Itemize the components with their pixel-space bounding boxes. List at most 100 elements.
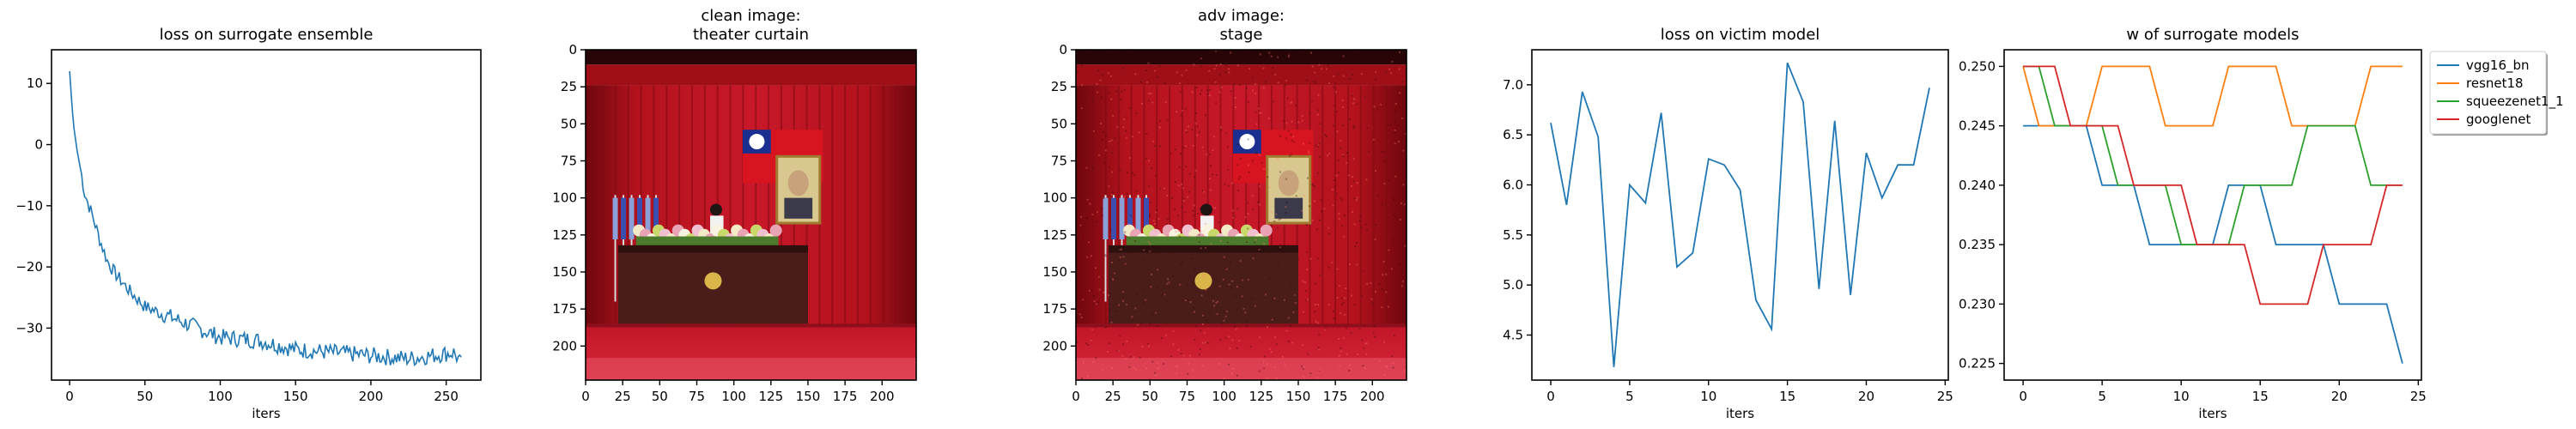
- noise-speck: [1327, 64, 1329, 67]
- noise-speck: [1247, 213, 1249, 215]
- noise-speck: [1346, 353, 1348, 355]
- noise-speck: [1309, 142, 1311, 144]
- noise-speck: [1318, 334, 1321, 335]
- noise-speck: [1098, 288, 1101, 291]
- noise-speck: [1195, 87, 1198, 88]
- noise-speck: [1400, 136, 1403, 139]
- noise-speck: [1262, 87, 1265, 89]
- noise-speck: [1382, 203, 1384, 206]
- image-title-line-1: clean image:: [701, 7, 800, 25]
- noise-speck: [1339, 365, 1341, 367]
- noise-speck: [1083, 361, 1084, 364]
- noise-speck: [1128, 366, 1131, 368]
- noise-speck: [1332, 204, 1334, 207]
- noise-speck: [1279, 246, 1281, 249]
- legend-label: vgg16_bn: [2466, 57, 2530, 74]
- noise-speck: [1095, 357, 1097, 360]
- noise-speck: [1134, 73, 1137, 76]
- noise-speck: [1166, 119, 1169, 122]
- noise-speck: [1155, 311, 1157, 314]
- noise-speck: [1248, 172, 1250, 173]
- noise-speck: [1223, 256, 1225, 258]
- noise-speck: [1096, 82, 1098, 85]
- y-tick-label: 7.0: [1503, 77, 1523, 93]
- noise-speck: [1336, 268, 1339, 270]
- noise-speck: [1233, 325, 1236, 328]
- noise-speck: [1099, 79, 1102, 82]
- noise-speck: [1131, 172, 1133, 174]
- noise-speck: [1119, 256, 1121, 258]
- noise-speck: [1324, 135, 1327, 136]
- noise-speck: [1376, 108, 1378, 111]
- noise-speck: [1148, 184, 1151, 187]
- noise-speck: [1144, 287, 1145, 290]
- noise-speck: [1384, 365, 1387, 367]
- noise-speck: [1319, 274, 1321, 276]
- noise-speck: [1194, 176, 1196, 178]
- x-tick-label: 20: [1858, 389, 1874, 404]
- noise-speck: [1309, 202, 1312, 205]
- noise-speck: [1159, 65, 1162, 68]
- noise-speck: [1218, 73, 1221, 76]
- noise-speck: [1135, 190, 1138, 192]
- noise-speck: [1184, 107, 1187, 110]
- noise-speck: [1343, 297, 1346, 299]
- noise-speck: [1148, 345, 1150, 347]
- noise-speck: [1270, 54, 1273, 57]
- noise-speck: [1156, 286, 1158, 288]
- noise-speck: [1309, 257, 1312, 260]
- noise-speck: [1234, 294, 1236, 297]
- speaker-head: [709, 203, 722, 216]
- noise-speck: [1209, 189, 1212, 191]
- noise-speck: [1258, 249, 1261, 251]
- noise-speck: [1403, 203, 1406, 206]
- noise-speck: [1251, 76, 1254, 79]
- noise-speck: [1334, 82, 1337, 85]
- plot-frame: [1531, 49, 1949, 381]
- noise-speck: [1149, 250, 1151, 252]
- noise-speck: [1394, 121, 1396, 124]
- noise-speck: [1208, 94, 1211, 97]
- noise-speck: [1192, 209, 1194, 212]
- noise-speck: [1102, 214, 1103, 217]
- noise-speck: [1095, 267, 1097, 269]
- noise-speck: [1275, 378, 1278, 380]
- y-tick-label: 0.235: [1959, 237, 1996, 252]
- noise-speck: [1362, 270, 1364, 273]
- noise-speck: [1273, 100, 1275, 103]
- noise-speck: [1188, 190, 1191, 193]
- y-tick-label: 75: [561, 153, 577, 168]
- noise-speck: [1145, 157, 1148, 160]
- noise-speck: [1230, 287, 1232, 289]
- noise-speck: [1338, 172, 1340, 174]
- noise-speck: [1260, 112, 1262, 114]
- noise-speck: [1360, 59, 1363, 62]
- pole-flag: [1144, 197, 1150, 239]
- noise-speck: [1236, 374, 1238, 377]
- y-tick-label: 150: [1042, 264, 1067, 280]
- stage-front: [586, 358, 916, 380]
- noise-speck: [1172, 275, 1174, 277]
- noise-speck: [1193, 204, 1195, 207]
- x-axis-ticks: 0 25 50 75 100 125 150 175 200: [581, 380, 895, 404]
- noise-speck: [1231, 339, 1234, 341]
- y-tick-label: 150: [552, 264, 577, 280]
- noise-speck: [1172, 343, 1175, 346]
- x-tick-label: 175: [833, 389, 858, 404]
- series-line-loss: [69, 70, 462, 367]
- noise-speck: [1177, 214, 1180, 217]
- noise-speck: [1270, 351, 1273, 353]
- noise-speck: [1200, 294, 1203, 297]
- noise-speck: [1266, 326, 1268, 329]
- noise-speck: [1400, 273, 1402, 275]
- noise-speck: [1080, 107, 1083, 110]
- x-tick-label: 200: [1360, 389, 1385, 404]
- noise-speck: [1112, 191, 1114, 194]
- noise-speck: [1309, 372, 1312, 374]
- noise-speck: [1238, 83, 1241, 86]
- noise-speck: [1278, 218, 1280, 221]
- noise-speck: [1245, 88, 1248, 91]
- noise-speck: [1297, 121, 1300, 124]
- noise-speck: [1224, 64, 1227, 66]
- noise-speck: [1340, 147, 1342, 149]
